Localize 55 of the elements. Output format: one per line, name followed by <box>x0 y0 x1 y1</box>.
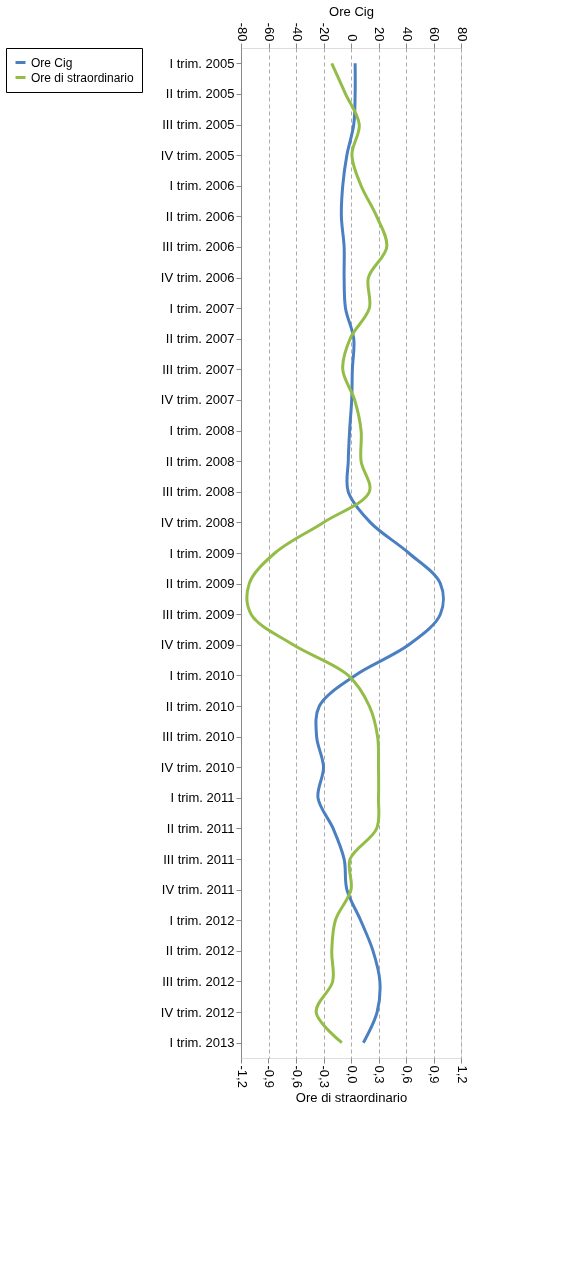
y-tick-label: I trim. 2008 <box>169 423 235 439</box>
y-tick-label: I trim. 2012 <box>169 912 235 928</box>
x2-tick-label: 40 <box>399 27 415 42</box>
x-tick-label: 0,6 <box>399 1065 415 1084</box>
y-tick-label: I trim. 2011 <box>170 790 235 806</box>
x2-axis-title: Ore Cig <box>329 3 374 19</box>
x-tick-label: 0,3 <box>372 1065 387 1084</box>
y-tick-label: II trim. 2005 <box>165 86 235 102</box>
y-tick-label: IV trim. 2010 <box>160 759 235 775</box>
y-tick-label: III trim. 2006 <box>162 239 235 255</box>
y-tick-label: I trim. 2010 <box>169 667 235 683</box>
x2-tick-label: 80 <box>454 27 470 42</box>
x-axis-title: Ore di straordinario <box>295 1089 408 1105</box>
y-tick-label: II trim. 2012 <box>165 943 235 959</box>
y-tick-label: III trim. 2011 <box>163 851 235 867</box>
y-tick-label: IV trim. 2006 <box>160 270 235 286</box>
y-tick-label: IV trim. 2005 <box>160 147 235 163</box>
y-tick-label: III trim. 2005 <box>162 117 235 133</box>
x-tick-label: -0,6 <box>289 1065 305 1088</box>
x-tick-label: -1,2 <box>234 1065 250 1088</box>
y-tick-label: I trim. 2005 <box>169 55 235 71</box>
y-tick-label: IV trim. 2008 <box>160 514 235 530</box>
y-tick-label: IV trim. 2011 <box>161 882 235 898</box>
y-tick-label: II trim. 2009 <box>165 576 235 592</box>
x-tick-label: -0,3 <box>317 1065 332 1088</box>
legend-label: Ore di straordinario <box>31 70 135 85</box>
y-tick-label: IV trim. 2012 <box>160 1004 235 1020</box>
y-tick-label: III trim. 2010 <box>162 729 235 745</box>
y-tick-label: IV trim. 2007 <box>160 392 235 408</box>
y-tick-label: II trim. 2006 <box>165 208 235 224</box>
x2-tick-label: -40 <box>289 22 305 42</box>
x-tick-label: 1,2 <box>454 1065 470 1084</box>
y-tick-label: II trim. 2011 <box>166 820 235 836</box>
y-tick-label: I trim. 2006 <box>169 178 235 194</box>
y-tick-label: III trim. 2009 <box>162 606 235 622</box>
y-tick-label: II trim. 2007 <box>165 331 235 347</box>
y-tick-label: I trim. 2009 <box>169 545 235 561</box>
x2-tick-label: -60 <box>262 22 277 42</box>
x2-tick-label: -20 <box>317 22 332 42</box>
y-tick-label: II trim. 2010 <box>165 698 235 714</box>
y-tick-label: III trim. 2012 <box>162 973 235 989</box>
x2-tick-label: 0 <box>344 34 360 42</box>
y-tick-label: IV trim. 2009 <box>160 637 235 653</box>
y-tick-label: II trim. 2008 <box>165 453 235 469</box>
y-tick-label: I trim. 2013 <box>169 1035 235 1051</box>
y-tick-label: III trim. 2008 <box>162 484 235 500</box>
x2-tick-label: 20 <box>372 27 387 42</box>
y-tick-label: III trim. 2007 <box>162 361 235 377</box>
x-tick-label: 0,0 <box>344 1065 360 1084</box>
x-tick-label: -0,9 <box>262 1065 277 1088</box>
x-tick-label: 0,9 <box>427 1065 442 1084</box>
legend-label: Ore Cig <box>31 55 73 70</box>
x2-tick-label: 60 <box>427 27 442 42</box>
x2-tick-label: -80 <box>234 22 250 42</box>
y-tick-label: I trim. 2007 <box>169 300 235 316</box>
